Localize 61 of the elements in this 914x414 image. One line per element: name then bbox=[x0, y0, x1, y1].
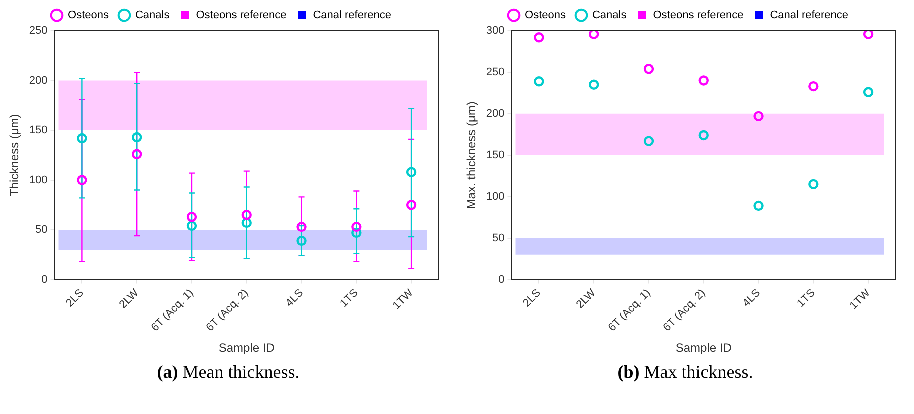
x-axis-title: Sample ID bbox=[676, 341, 732, 356]
point bbox=[352, 222, 362, 232]
point bbox=[242, 218, 252, 228]
legend-label: Osteons reference bbox=[196, 10, 287, 22]
point bbox=[534, 32, 544, 43]
point bbox=[644, 64, 654, 74]
point bbox=[754, 200, 764, 212]
point bbox=[77, 133, 88, 144]
point bbox=[863, 87, 874, 98]
point bbox=[186, 220, 198, 232]
point bbox=[296, 222, 307, 232]
point bbox=[808, 179, 819, 190]
legend-label: Osteons bbox=[68, 10, 110, 22]
y-axis-title: Thickness (μm) bbox=[8, 114, 22, 197]
y-tick-label: 50 bbox=[36, 224, 48, 236]
x-tick-label: 2LS bbox=[521, 287, 544, 310]
y-tick-label: 250 bbox=[29, 25, 48, 38]
point bbox=[754, 111, 764, 122]
y-tick-label: 200 bbox=[486, 108, 505, 120]
y-tick-label: 100 bbox=[29, 174, 48, 186]
legend-label: Canal reference bbox=[313, 10, 392, 22]
x-tick-label: 1TS bbox=[338, 287, 361, 310]
x-tick-label: 4LS bbox=[740, 287, 764, 310]
point bbox=[242, 210, 252, 220]
text: (b) Max thickness. bbox=[616, 362, 754, 383]
x-tick-label: 2LS bbox=[64, 287, 86, 310]
point bbox=[534, 76, 544, 87]
point bbox=[588, 31, 600, 40]
point bbox=[588, 80, 600, 90]
point bbox=[808, 81, 819, 92]
legend-label: Canal reference bbox=[770, 10, 848, 22]
point bbox=[644, 136, 654, 146]
point bbox=[863, 31, 874, 40]
y-tick-label: 250 bbox=[486, 66, 505, 78]
point bbox=[132, 149, 142, 160]
y-tick-label: 100 bbox=[486, 190, 505, 203]
point bbox=[406, 167, 417, 178]
legend-label: Osteons reference bbox=[653, 10, 744, 22]
point bbox=[406, 200, 417, 210]
point bbox=[296, 236, 307, 246]
point bbox=[77, 175, 88, 186]
point bbox=[186, 212, 198, 222]
y-tick-label: 200 bbox=[29, 74, 48, 87]
point bbox=[352, 228, 362, 238]
x-tick-label: 1TS bbox=[795, 287, 818, 310]
legend-label: Canals bbox=[592, 10, 628, 22]
x-tick-label: 4LS bbox=[284, 287, 306, 310]
legend-label: Canals bbox=[135, 10, 170, 22]
y-tick-label: 300 bbox=[486, 25, 505, 38]
y-axis-title: Max. thickness (μm) bbox=[464, 102, 479, 210]
x-axis-title: Sample ID bbox=[218, 341, 276, 356]
y-tick-label: 150 bbox=[29, 124, 48, 137]
y-tick-label: 0 bbox=[42, 274, 48, 286]
point bbox=[132, 132, 142, 143]
y-tick-label: 150 bbox=[486, 149, 505, 162]
text: (a) Mean thickness. bbox=[156, 362, 301, 383]
y-tick-label: 0 bbox=[498, 274, 505, 286]
point bbox=[698, 130, 709, 141]
point bbox=[698, 76, 709, 86]
y-tick-label: 50 bbox=[492, 232, 505, 244]
legend-label: Osteons bbox=[525, 10, 566, 22]
